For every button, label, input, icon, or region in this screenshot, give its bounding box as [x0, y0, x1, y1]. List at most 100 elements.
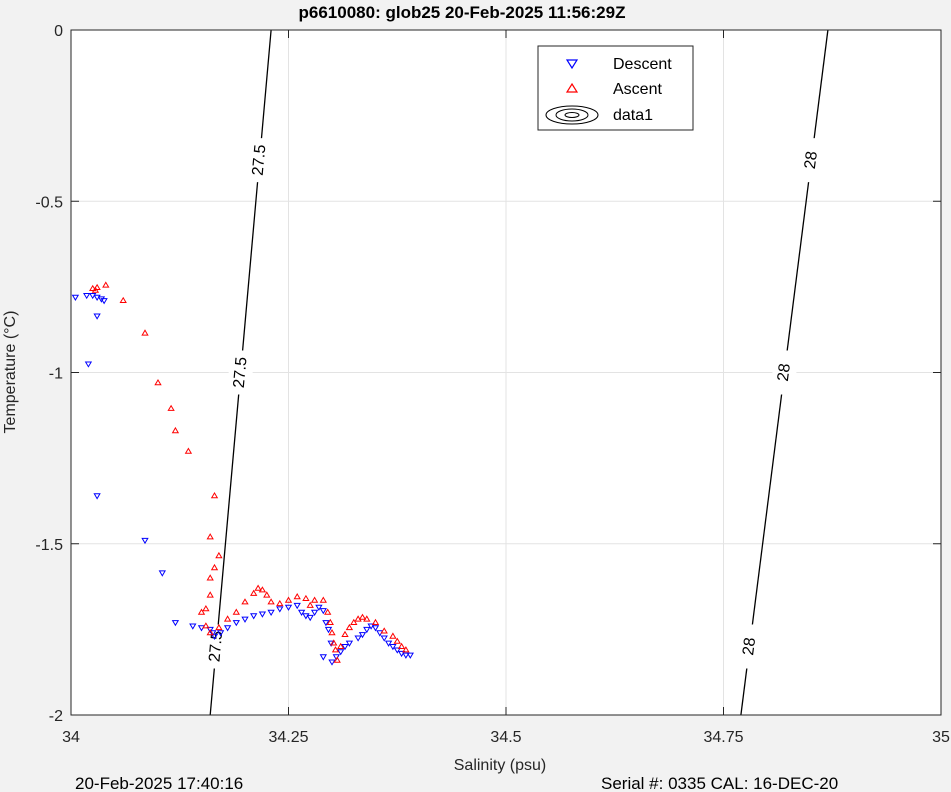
ascent-point: [341, 630, 349, 637]
data-points: [71, 281, 414, 666]
contour-label: 28: [740, 637, 759, 657]
legend-box: [537, 45, 694, 131]
ascent-point: [397, 642, 406, 649]
descent-point: [232, 620, 240, 627]
descent-point: [276, 606, 284, 613]
descent-point: [71, 294, 80, 301]
series-ascent: [89, 281, 410, 663]
legend-label-descent: Descent: [613, 56, 672, 73]
x-tick-label: 34.75: [703, 729, 743, 746]
contour-label-gap: [204, 624, 229, 669]
ascent-point: [89, 284, 97, 291]
ascent-point: [267, 598, 275, 605]
ascent-point: [319, 596, 327, 603]
descent-point: [284, 604, 293, 611]
descent-point: [345, 640, 354, 647]
legend-marker-ascent: [565, 82, 579, 93]
descent-point: [206, 626, 214, 634]
ascent-point: [171, 426, 180, 434]
ascent-point: [284, 596, 293, 603]
ascent-point: [328, 629, 336, 636]
descent-point: [322, 620, 330, 627]
descent-point: [393, 647, 401, 654]
ascent-point: [306, 601, 314, 608]
ascent-point: [202, 605, 210, 612]
descent-point: [189, 623, 197, 630]
chart-title: p6610080: glob25 20-Feb-2025 11:56:29Z: [299, 3, 626, 22]
descent-point: [297, 609, 306, 616]
contour-label: 28: [802, 150, 821, 170]
x-tick-label: 34.5: [490, 729, 521, 746]
ascent-point: [210, 563, 219, 571]
series-descent: [71, 293, 414, 666]
descent-point: [324, 626, 333, 634]
descent-point: [293, 602, 301, 610]
ascent-point: [154, 379, 162, 386]
ascent-point: [263, 591, 271, 598]
descent-point: [216, 630, 225, 637]
footer-timestamp: 20-Feb-2025 17:40:16: [75, 774, 243, 792]
legend: Descent Ascent data1: [537, 45, 694, 131]
descent-point: [358, 632, 367, 639]
ascent-point: [206, 574, 214, 581]
legend-label-data1: data1: [613, 107, 653, 124]
y-tick-label: -1: [49, 366, 63, 383]
ascent-point: [206, 591, 214, 598]
ascent-point: [215, 623, 223, 631]
descent-point: [319, 608, 327, 615]
descent-point: [310, 609, 319, 616]
descent-point: [258, 611, 267, 618]
contour-label-gap: [772, 350, 797, 395]
ascent-point: [241, 598, 249, 605]
descent-point: [367, 623, 375, 630]
contour-label: 27.5: [250, 144, 270, 177]
footer-serial-cal: Serial #: 0335 CAL: 16-DEC-20: [601, 774, 838, 792]
ascent-point: [276, 599, 284, 607]
descent-point: [93, 313, 101, 320]
grid-lines: [71, 30, 941, 715]
ascent-point: [345, 623, 354, 631]
y-tick-label: -0.5: [35, 194, 63, 211]
contour-label: 27.5: [231, 356, 251, 389]
descent-point: [341, 644, 349, 651]
descent-point: [84, 361, 93, 368]
legend-marker-contour: [545, 105, 599, 125]
contour-label-gap: [247, 138, 272, 183]
ascent-point: [350, 618, 358, 625]
contour-label-gap: [799, 138, 824, 183]
ascent-point: [206, 533, 214, 540]
ascent-point: [197, 608, 206, 615]
ascent-point: [223, 615, 232, 622]
descent-point: [97, 296, 106, 303]
x-axis-label: Salinity (psu): [454, 757, 546, 774]
y-tick-label: -1.5: [35, 537, 63, 554]
ascent-point: [167, 404, 175, 411]
descent-point: [380, 635, 388, 642]
ascent-point: [215, 551, 223, 559]
ascent-point: [310, 596, 319, 603]
descent-point: [406, 652, 414, 659]
ascent-point: [232, 608, 240, 615]
descent-point: [158, 570, 166, 577]
descent-point: [384, 640, 393, 647]
descent-point: [171, 620, 180, 627]
ascent-point: [102, 281, 110, 288]
descent-point: [93, 493, 101, 500]
y-axis-label: Temperature (°C): [2, 311, 19, 434]
descent-point: [371, 625, 380, 632]
ascent-point: [333, 656, 341, 663]
ascent-point: [302, 594, 310, 601]
ascent-point: [210, 492, 219, 499]
descent-point: [315, 604, 323, 611]
x-tick-label: 34: [62, 729, 80, 746]
contour-label: 27.5: [206, 630, 226, 663]
descent-point: [306, 614, 314, 622]
ascent-point: [371, 618, 380, 625]
ascent-point: [324, 608, 332, 615]
legend-label-ascent: Ascent: [613, 81, 662, 98]
ascent-point: [254, 584, 262, 591]
ascent-point: [393, 637, 401, 644]
ascent-point: [337, 642, 345, 649]
ascent-point: [206, 629, 214, 636]
